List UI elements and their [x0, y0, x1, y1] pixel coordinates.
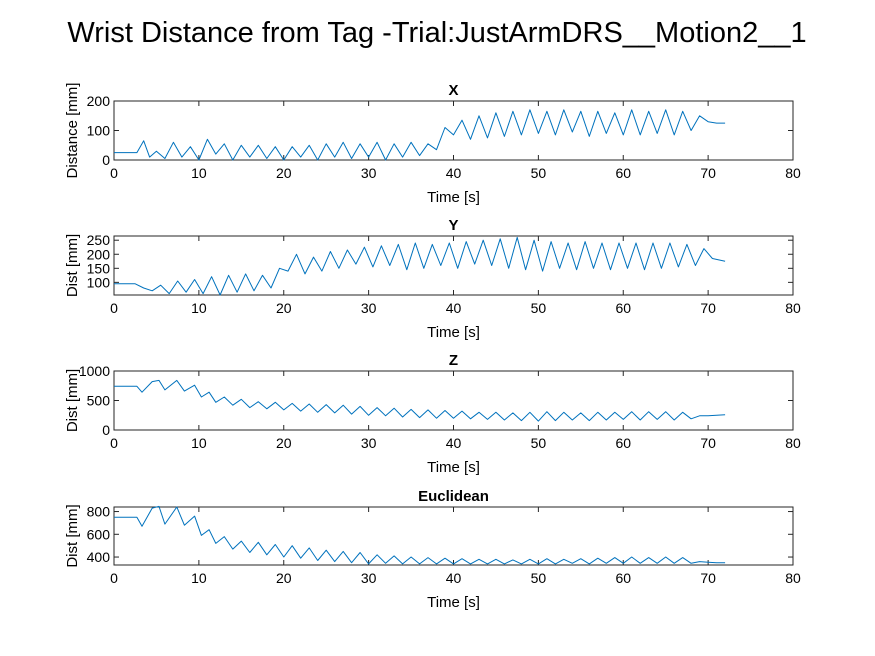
x-tick-label: 30 — [361, 165, 377, 181]
x-tick-label: 0 — [110, 570, 118, 586]
y-axis-label: Distance [mm] — [64, 83, 81, 179]
x-tick-label: 80 — [785, 570, 801, 586]
x-tick-label: 50 — [531, 435, 547, 451]
series-line-1 — [114, 109, 726, 161]
x-tick-label: 30 — [361, 570, 377, 586]
axes-box — [113, 235, 794, 296]
x-tick-label: 60 — [615, 300, 631, 316]
x-axis-label: Time [s] — [427, 324, 480, 341]
x-tick-label: 10 — [191, 570, 207, 586]
y-axis-label: Dist [mm] — [64, 504, 81, 567]
subplot-title: Euclidean — [418, 488, 489, 505]
x-tick-label: 40 — [446, 300, 462, 316]
y-tick-label: 100 — [87, 274, 111, 290]
y-tick-label: 150 — [87, 260, 111, 276]
axes-box — [113, 506, 794, 566]
x-tick-label: 0 — [110, 165, 118, 181]
x-tick-label: 70 — [700, 570, 716, 586]
x-tick-label: 40 — [446, 435, 462, 451]
x-tick-label: 0 — [110, 300, 118, 316]
y-tick-label: 250 — [87, 232, 111, 248]
x-tick-label: 50 — [531, 165, 547, 181]
y-tick-label: 200 — [87, 93, 111, 109]
x-tick-label: 0 — [110, 435, 118, 451]
series-line-1 — [114, 236, 726, 296]
x-tick-label: 70 — [700, 300, 716, 316]
y-tick-label: 0 — [102, 152, 110, 168]
x-tick-label: 40 — [446, 570, 462, 586]
x-tick-label: 30 — [361, 435, 377, 451]
y-tick-label: 100 — [87, 123, 111, 139]
x-tick-label: 20 — [276, 570, 292, 586]
x-tick-label: 80 — [785, 165, 801, 181]
y-tick-label: 600 — [87, 526, 111, 542]
x-tick-label: 20 — [276, 300, 292, 316]
x-tick-label: 40 — [446, 165, 462, 181]
y-tick-label: 500 — [87, 393, 111, 409]
subplot-title: X — [448, 82, 458, 99]
series-line-1 — [114, 379, 726, 422]
x-tick-label: 80 — [785, 300, 801, 316]
x-tick-label: 70 — [700, 165, 716, 181]
x-tick-label: 80 — [785, 435, 801, 451]
y-tick-label: 800 — [87, 504, 111, 520]
y-tick-label: 400 — [87, 549, 111, 565]
subplot-title: Z — [449, 352, 458, 369]
subplot-3: Z 0 10 20 30 40 50 60 70 80 0 500 1000 Time [s] Dist [… — [64, 352, 801, 476]
x-tick-label: 20 — [276, 435, 292, 451]
subplot-1: X 0 10 20 30 40 50 60 70 80 0 100 200 Time [s] Distanc… — [64, 82, 801, 206]
figure-title: Wrist Distance from Tag -Trial:JustArmDR… — [67, 17, 806, 49]
y-tick-label: 200 — [87, 246, 111, 262]
x-tick-label: 50 — [531, 570, 547, 586]
y-tick-label: 0 — [102, 422, 110, 438]
y-axis-label: Dist [mm] — [64, 234, 81, 297]
subplot-title: Y — [448, 217, 458, 234]
x-tick-label: 20 — [276, 165, 292, 181]
x-tick-label: 60 — [615, 435, 631, 451]
x-axis-label: Time [s] — [427, 189, 480, 206]
x-axis-label: Time [s] — [427, 594, 480, 611]
y-tick-label: 1000 — [79, 363, 110, 379]
x-tick-label: 10 — [191, 165, 207, 181]
x-tick-label: 10 — [191, 300, 207, 316]
axes-box — [113, 370, 794, 431]
x-tick-label: 10 — [191, 435, 207, 451]
x-tick-label: 30 — [361, 300, 377, 316]
series-line-1 — [114, 505, 726, 565]
x-tick-label: 60 — [615, 570, 631, 586]
subplot-4: Euclidean 0 10 20 30 40 50 60 70 80 400 600 800 Time … — [64, 488, 801, 611]
x-tick-label: 50 — [531, 300, 547, 316]
x-tick-label: 60 — [615, 165, 631, 181]
x-axis-label: Time [s] — [427, 459, 480, 476]
x-tick-label: 70 — [700, 435, 716, 451]
y-axis-label: Dist [mm] — [64, 369, 81, 432]
